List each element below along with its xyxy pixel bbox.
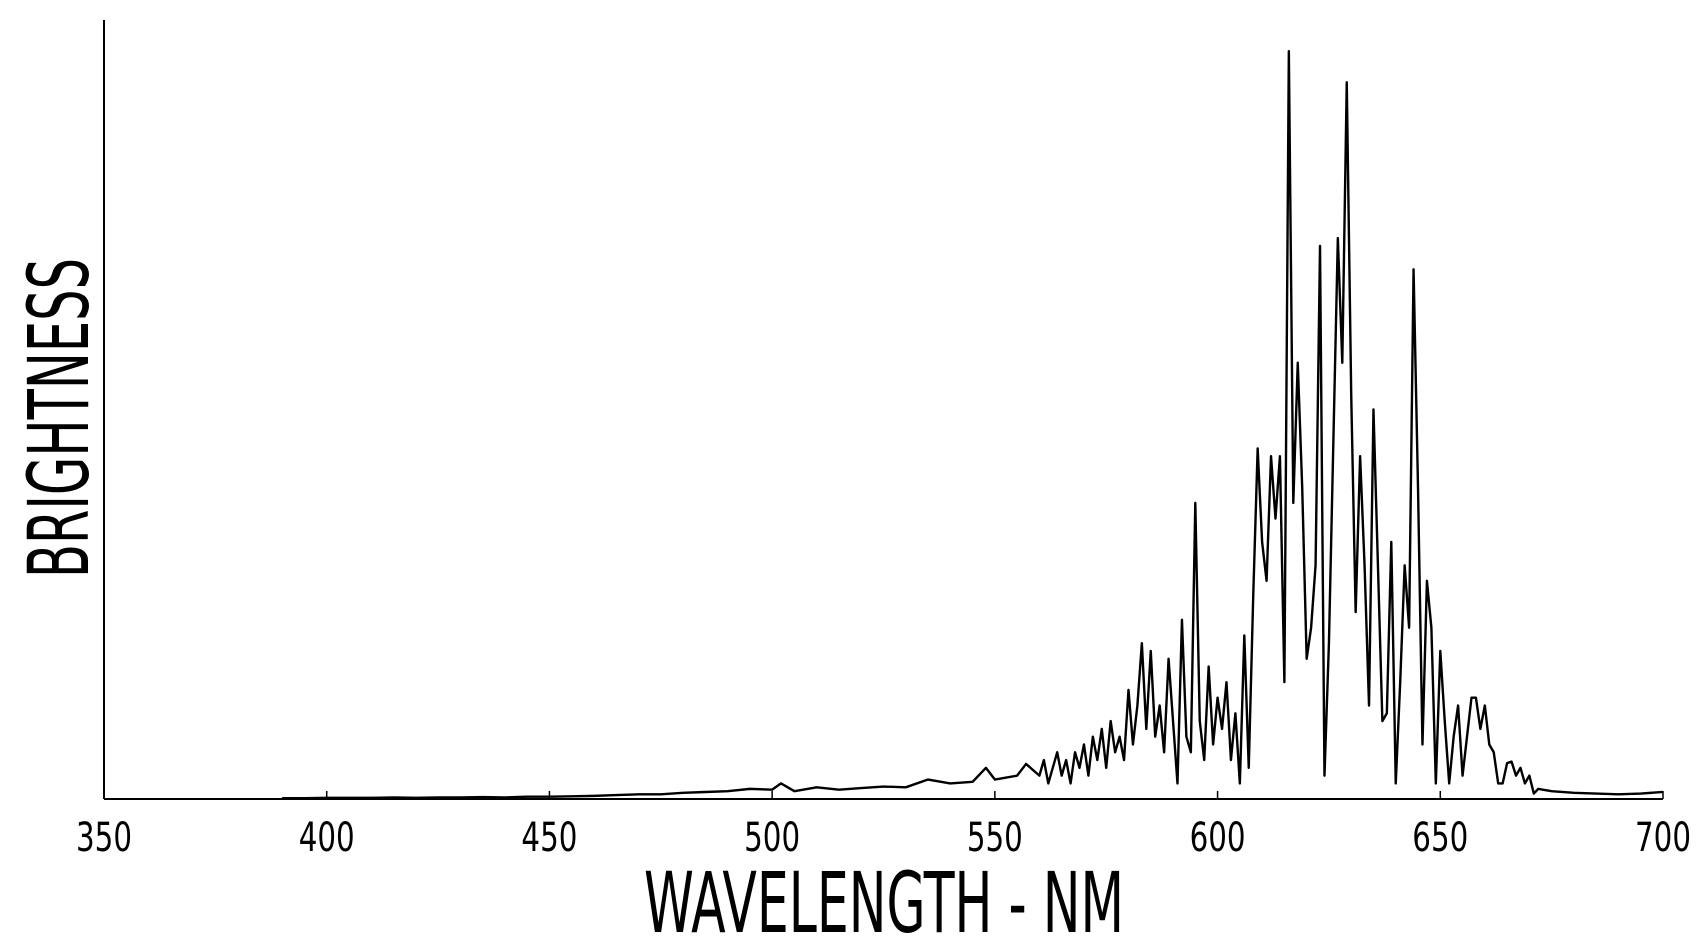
spectrum-line (282, 49, 1664, 800)
x-tick-label: 700 (1635, 815, 1691, 861)
y-axis-label: BRIGHTNESS (10, 258, 108, 578)
x-tick-label: 400 (299, 815, 355, 861)
x-tick-label: 500 (744, 815, 800, 861)
x-axis-label: WAVELENGTH - NM (644, 854, 1124, 949)
x-tick-label: 350 (76, 815, 132, 861)
x-tick-label: 450 (521, 815, 577, 861)
x-tick-label: 600 (1190, 815, 1246, 861)
x-tick-label: 550 (967, 815, 1023, 861)
x-tick-label: 650 (1412, 815, 1468, 861)
